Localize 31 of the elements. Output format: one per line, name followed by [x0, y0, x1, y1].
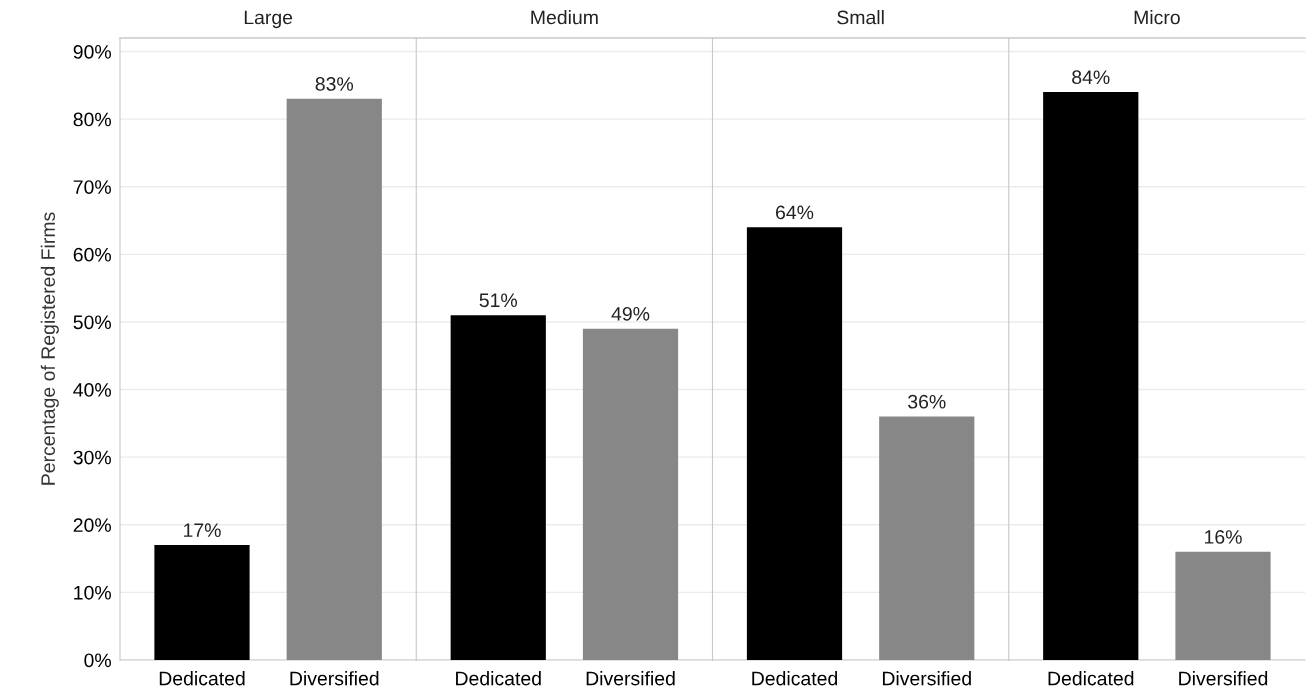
- y-tick-label: 10%: [74, 585, 111, 600]
- y-tick-label: 0%: [84, 653, 111, 668]
- y-tick-label: 80%: [73, 112, 111, 127]
- data-label: 83%: [315, 77, 354, 91]
- x-tick-label: Dedicated: [1048, 671, 1134, 686]
- x-tick-label: Diversified: [586, 671, 675, 686]
- x-tick-label: Dedicated: [456, 671, 541, 686]
- y-tick-label: 40%: [73, 383, 111, 397]
- data-label: 64%: [776, 205, 814, 220]
- y-tick-label: 20%: [73, 518, 111, 533]
- chart-title: Micro: [1134, 10, 1180, 25]
- data-label: 16%: [1205, 530, 1242, 544]
- chart-title: Small: [837, 10, 884, 25]
- y-tick-label: 90%: [73, 44, 111, 59]
- data-label: 36%: [908, 394, 946, 409]
- y-axis-title: Percentage of Registered Firms: [40, 212, 59, 485]
- y-tick-label: 50%: [73, 315, 111, 330]
- x-tick-label: Dedicated: [159, 671, 245, 686]
- y-tick-label: 30%: [73, 450, 111, 465]
- y-tick-label: 60%: [73, 247, 111, 262]
- x-tick-label: Dedicated: [752, 671, 838, 686]
- data-label: 49%: [611, 306, 650, 321]
- chart-title: Medium: [531, 10, 598, 25]
- data-label: 17%: [184, 523, 221, 537]
- x-tick-label: Diversified: [1179, 671, 1268, 686]
- x-tick-label: Diversified: [290, 671, 379, 686]
- data-label: 51%: [479, 293, 518, 308]
- chart-title: Large: [244, 10, 293, 29]
- y-tick-label: 70%: [73, 180, 111, 194]
- x-tick-label: Diversified: [882, 671, 971, 686]
- data-label: 84%: [1072, 70, 1110, 85]
